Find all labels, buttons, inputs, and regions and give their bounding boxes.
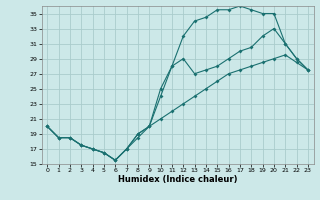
X-axis label: Humidex (Indice chaleur): Humidex (Indice chaleur): [118, 175, 237, 184]
